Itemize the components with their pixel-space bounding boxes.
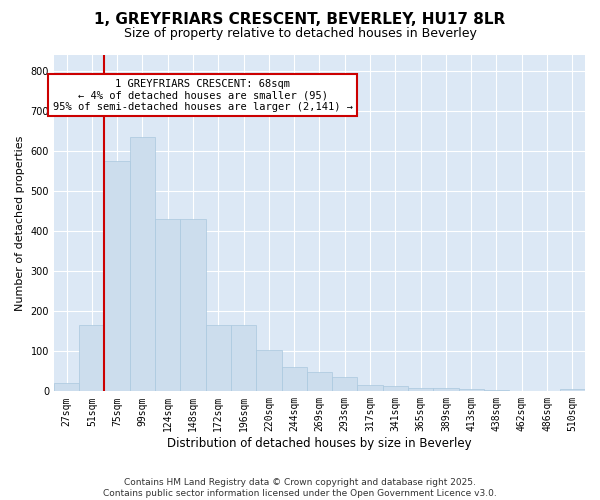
Bar — [408, 388, 433, 392]
Text: Size of property relative to detached houses in Beverley: Size of property relative to detached ho… — [124, 28, 476, 40]
X-axis label: Distribution of detached houses by size in Beverley: Distribution of detached houses by size … — [167, 437, 472, 450]
Text: Contains HM Land Registry data © Crown copyright and database right 2025.
Contai: Contains HM Land Registry data © Crown c… — [103, 478, 497, 498]
Bar — [458, 390, 484, 392]
Bar — [509, 390, 535, 392]
Bar — [358, 386, 383, 392]
Bar — [560, 390, 585, 392]
Text: 1 GREYFRIARS CRESCENT: 68sqm
← 4% of detached houses are smaller (95)
95% of sem: 1 GREYFRIARS CRESCENT: 68sqm ← 4% of det… — [53, 78, 353, 112]
Bar — [79, 326, 104, 392]
Bar — [433, 388, 458, 392]
Bar — [231, 326, 256, 392]
Text: 1, GREYFRIARS CRESCENT, BEVERLEY, HU17 8LR: 1, GREYFRIARS CRESCENT, BEVERLEY, HU17 8… — [94, 12, 506, 28]
Y-axis label: Number of detached properties: Number of detached properties — [15, 136, 25, 311]
Bar — [130, 137, 155, 392]
Bar — [206, 326, 231, 392]
Bar — [307, 372, 332, 392]
Bar — [54, 384, 79, 392]
Bar — [181, 219, 206, 392]
Bar — [281, 368, 307, 392]
Bar — [332, 378, 358, 392]
Bar — [484, 390, 509, 392]
Bar — [256, 350, 281, 392]
Bar — [155, 219, 181, 392]
Bar — [104, 161, 130, 392]
Bar — [383, 386, 408, 392]
